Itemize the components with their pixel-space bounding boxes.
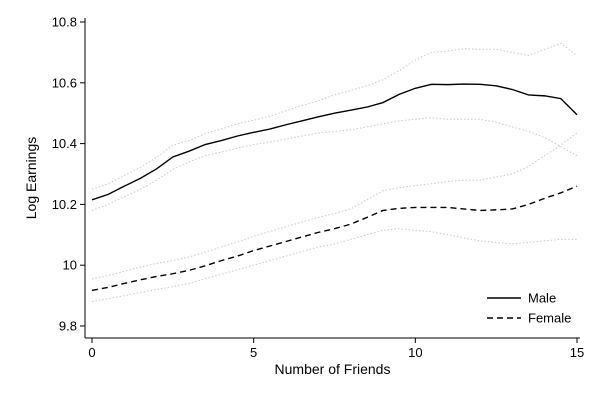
plot-area	[91, 42, 578, 303]
female-ci-upper-line	[91, 132, 578, 280]
female-ci-lower-line	[91, 228, 577, 303]
x-tick-label: 5	[250, 345, 257, 360]
confidence-bands	[91, 42, 578, 303]
female-series-line	[91, 185, 578, 292]
legend-label-male: Male	[528, 291, 556, 306]
male-series-line	[91, 83, 578, 201]
y-tick-label: 9.8	[59, 319, 77, 334]
male-ci-upper-line	[91, 42, 578, 190]
x-axis-ticks: 0 5 10 15	[88, 338, 584, 360]
series-lines	[91, 83, 578, 292]
male-ci-lower-line	[91, 117, 578, 211]
legend: Male Female	[487, 291, 571, 326]
y-tick-label: 10.4	[52, 136, 77, 151]
y-axis-ticks: 9.8 10 10.2 10.4 10.6 10.8	[52, 15, 85, 334]
x-tick-label: 15	[570, 345, 584, 360]
y-tick-label: 10.2	[52, 197, 77, 212]
y-tick-label: 10	[63, 258, 77, 273]
x-tick-label: 0	[88, 345, 95, 360]
y-axis-title: Log Earnings	[23, 137, 39, 220]
legend-label-female: Female	[528, 311, 571, 326]
x-tick-label: 10	[408, 345, 422, 360]
x-axis-title: Number of Friends	[275, 361, 391, 377]
y-tick-label: 10.6	[52, 75, 77, 90]
y-tick-label: 10.8	[52, 15, 77, 30]
